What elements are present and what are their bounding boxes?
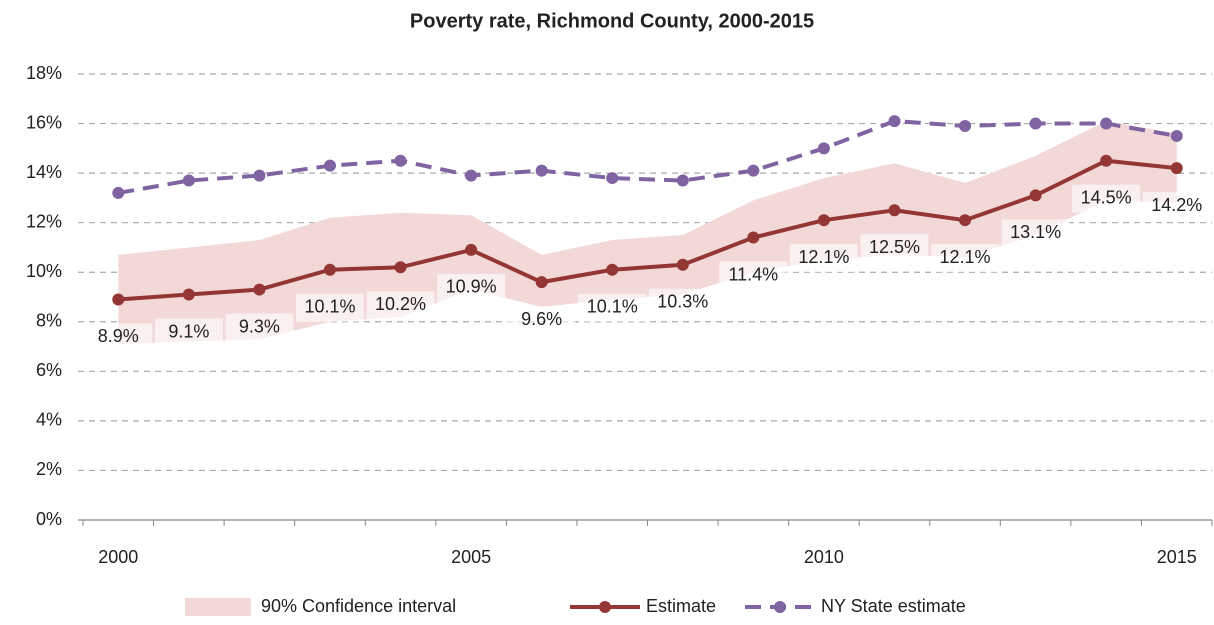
- legend-label: NY State estimate: [821, 596, 966, 616]
- point: [394, 261, 407, 274]
- point: [606, 263, 619, 276]
- label-background: [789, 244, 858, 273]
- confidence-band: [118, 121, 1177, 345]
- label-background: [931, 244, 1000, 273]
- label-background: [648, 288, 717, 317]
- point: [535, 276, 548, 289]
- point: [112, 293, 125, 306]
- label-layer: 8.9% 9.1% 9.3% 10.1% 10.2% 10.9% 9.6% 10.1% 10.3…: [84, 184, 1211, 352]
- chart-title: Poverty rate, Richmond County, 2000-2015: [410, 10, 814, 32]
- point: [253, 169, 266, 182]
- data-label: 8.9%: [98, 326, 139, 346]
- data-label: 9.6%: [521, 309, 562, 329]
- label-background: [507, 306, 576, 335]
- y-tick-label: 18%: [26, 63, 62, 83]
- x-tick-label: 2010: [804, 547, 844, 567]
- point: [112, 186, 125, 199]
- data-label: 10.1%: [587, 296, 638, 316]
- y-tick-label: 2%: [36, 459, 62, 479]
- data-label: 10.3%: [657, 292, 708, 312]
- data-label: 12.5%: [869, 237, 920, 257]
- point: [676, 258, 689, 271]
- y-tick-label: 16%: [26, 112, 62, 132]
- x-tick-label: 2000: [98, 547, 138, 567]
- point: [253, 283, 266, 296]
- y-tick-label: 0%: [36, 509, 62, 529]
- band-layer: [118, 121, 1177, 345]
- point: [1170, 129, 1183, 142]
- point: [465, 169, 478, 182]
- point: [1100, 154, 1113, 167]
- y-tick-label: 8%: [36, 311, 62, 331]
- x-tick-label: 2005: [451, 547, 491, 567]
- legend-marker: [599, 601, 611, 613]
- legend-swatch: [185, 598, 251, 616]
- y-tick-label: 6%: [36, 360, 62, 380]
- point: [606, 172, 619, 185]
- x-tick-label: 2015: [1157, 547, 1197, 567]
- point: [1170, 162, 1183, 175]
- y-tick-label: 4%: [36, 410, 62, 430]
- point: [747, 231, 760, 244]
- label-background: [719, 261, 788, 290]
- point: [959, 214, 972, 227]
- point: [535, 164, 548, 177]
- label-background: [225, 313, 294, 342]
- data-label: 11.4%: [728, 264, 778, 284]
- legend-label: Estimate: [646, 596, 716, 616]
- y-tick-label: 12%: [26, 211, 62, 231]
- data-label: 9.3%: [239, 316, 280, 336]
- data-label: 10.9%: [446, 277, 497, 297]
- point: [1029, 189, 1042, 202]
- label-background: [1001, 219, 1070, 248]
- point: [394, 154, 407, 167]
- data-label: 10.1%: [304, 296, 355, 316]
- data-label: 13.1%: [1010, 222, 1061, 242]
- line-layer: [112, 115, 1183, 306]
- point: [465, 243, 478, 256]
- y-tick-label: 10%: [26, 261, 62, 281]
- data-label: 12.1%: [940, 247, 991, 267]
- point: [888, 204, 901, 217]
- point: [323, 263, 336, 276]
- data-label: 12.1%: [798, 247, 849, 267]
- point: [817, 142, 830, 155]
- point: [676, 174, 689, 187]
- label-background: [1072, 184, 1141, 213]
- label-background: [860, 234, 929, 263]
- label-background: [1142, 192, 1211, 221]
- point: [1029, 117, 1042, 130]
- point: [888, 115, 901, 128]
- label-background: [366, 291, 435, 320]
- point: [323, 159, 336, 172]
- series-line: [117, 119, 1178, 195]
- label-background: [154, 318, 223, 347]
- point: [182, 174, 195, 187]
- data-label: 10.2%: [375, 294, 426, 314]
- point: [182, 288, 195, 301]
- y-tick-label: 14%: [26, 162, 62, 182]
- legend-label: 90% Confidence interval: [261, 596, 456, 616]
- label-background: [578, 293, 647, 322]
- label-background: [295, 293, 364, 322]
- point: [959, 120, 972, 133]
- data-label: 14.5%: [1081, 187, 1132, 207]
- label-background: [437, 273, 506, 302]
- point: [1100, 117, 1113, 130]
- data-label: 9.1%: [168, 321, 209, 341]
- point: [747, 164, 760, 177]
- legend-marker: [774, 601, 786, 613]
- point: [817, 214, 830, 227]
- data-label: 14.2%: [1151, 195, 1202, 215]
- label-background: [84, 323, 153, 352]
- series-line: [118, 158, 1177, 302]
